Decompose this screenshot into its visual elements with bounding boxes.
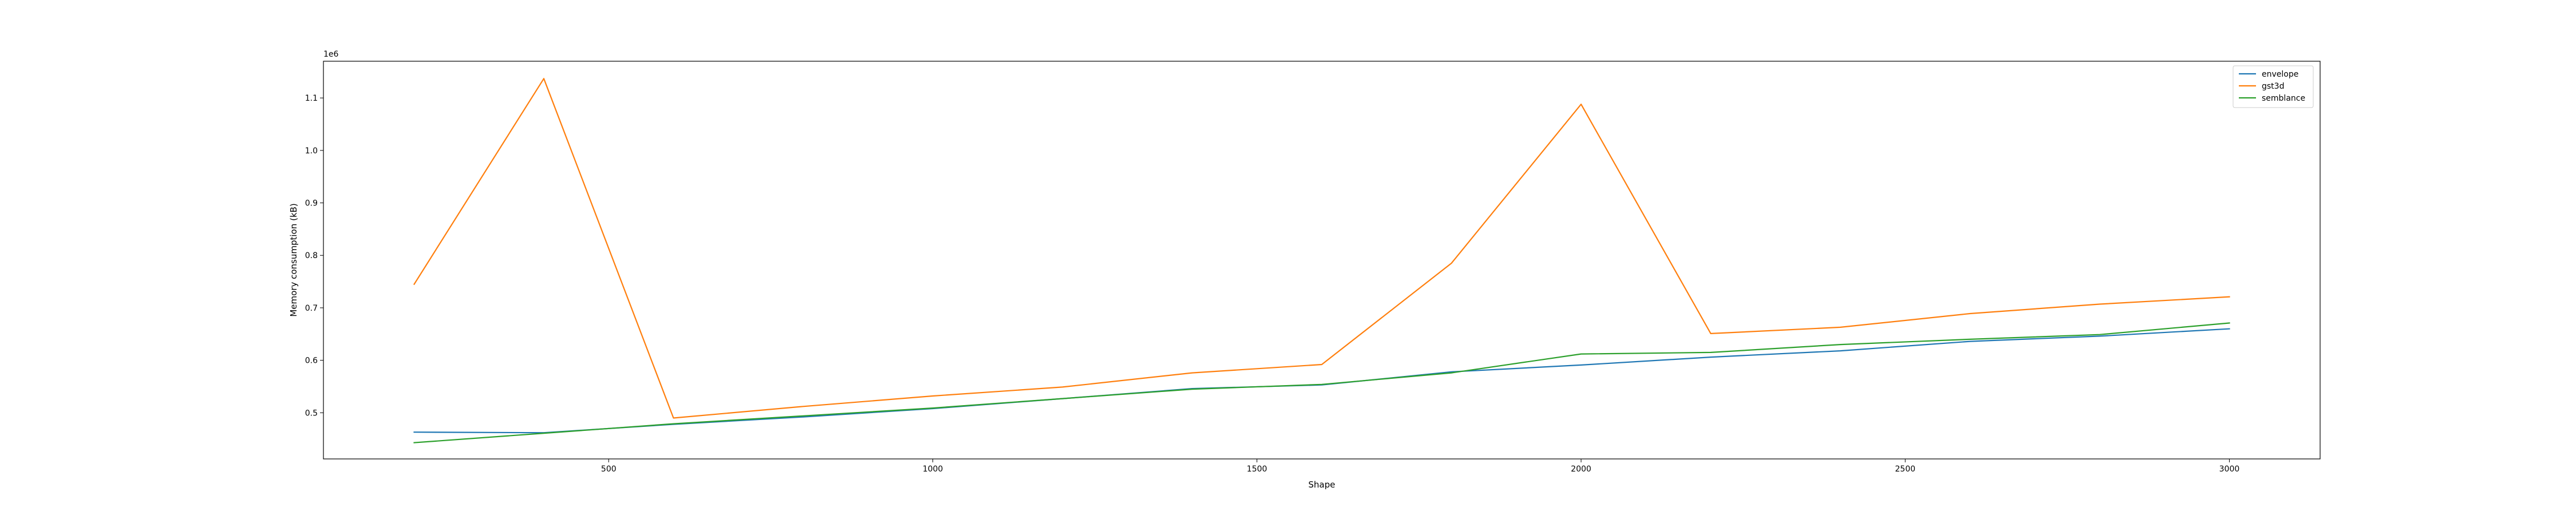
x-tick-label: 3000 [2219,465,2240,474]
series-layer [413,78,2230,443]
y-tick-label: 0.8 [305,251,318,260]
legend-box [2233,65,2314,108]
x-tick-label: 2500 [1895,465,1915,474]
legend-label-semblance: semblance [2262,94,2305,103]
x-axis: 500 1000 1500 2000 2500 3000 [601,459,2239,474]
plot-area [323,61,2320,459]
y-tick-label: 1.0 [305,146,318,156]
y-axis-label: Memory consumption (kB) [289,203,299,316]
legend: envelope gst3d semblance [2233,65,2314,108]
y-tick-label: 1.1 [305,94,318,103]
x-tick-label: 2000 [1571,465,1591,474]
x-tick-label: 1000 [923,465,943,474]
y-axis-offset-label: 1e6 [323,50,339,59]
legend-label-gst3d: gst3d [2262,82,2284,91]
legend-label-envelope: envelope [2262,70,2298,79]
y-tick-label: 0.7 [305,304,318,313]
y-tick-label: 0.9 [305,199,318,208]
series-line-gst3d [413,78,2230,419]
plot-frame [323,61,2321,459]
x-tick-label: 1500 [1247,465,1267,474]
series-line-semblance [413,322,2230,443]
y-tick-label: 0.5 [305,409,318,418]
x-tick-label: 500 [601,465,617,474]
x-axis-label: Shape [1309,480,1336,490]
y-axis: 0.5 0.6 0.7 0.8 0.9 1.0 1.1 [305,94,323,418]
y-tick-label: 0.6 [305,356,318,366]
